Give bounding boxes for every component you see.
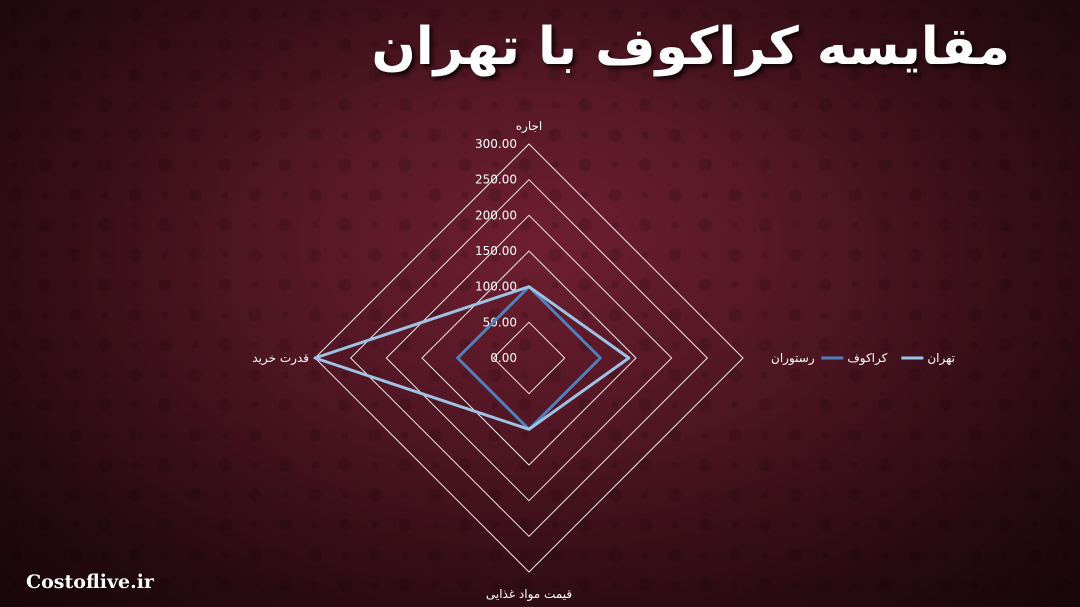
- tick-label: 0.00: [490, 351, 517, 365]
- grid-ring: [314, 143, 744, 573]
- axis-label: اجاره: [516, 119, 543, 134]
- grid-ring: [492, 321, 566, 395]
- axis-label: قدرت خرید: [252, 351, 309, 366]
- legend-label: کراکوف: [847, 351, 887, 366]
- legend-label: تهران: [927, 351, 955, 366]
- site-watermark: Costoflive.ir: [26, 571, 154, 593]
- tick-label: 100.00: [475, 280, 517, 294]
- tick-label: 250.00: [475, 173, 517, 187]
- grid-ring: [349, 178, 709, 538]
- grid-ring: [421, 250, 637, 466]
- chart-legend: تهران کراکوف: [821, 351, 955, 366]
- axis-labels: اجاره رستوران قیمت مواد غذایی قدرت خرید: [252, 119, 814, 602]
- tick-label: 150.00: [475, 244, 517, 258]
- tick-label: 300.00: [475, 137, 517, 151]
- series-line: [313, 285, 631, 431]
- axis-label: قیمت مواد غذایی: [486, 587, 572, 602]
- axis-label: رستوران: [771, 351, 815, 366]
- tick-label: 200.00: [475, 208, 517, 222]
- series-line: [456, 285, 602, 431]
- grid-ring: [385, 214, 673, 502]
- grid-ring: [456, 285, 602, 431]
- data-series: [313, 285, 631, 431]
- radar-grid: [314, 143, 744, 573]
- slide-title: مقایسه کراکوف با تهران: [371, 17, 1010, 77]
